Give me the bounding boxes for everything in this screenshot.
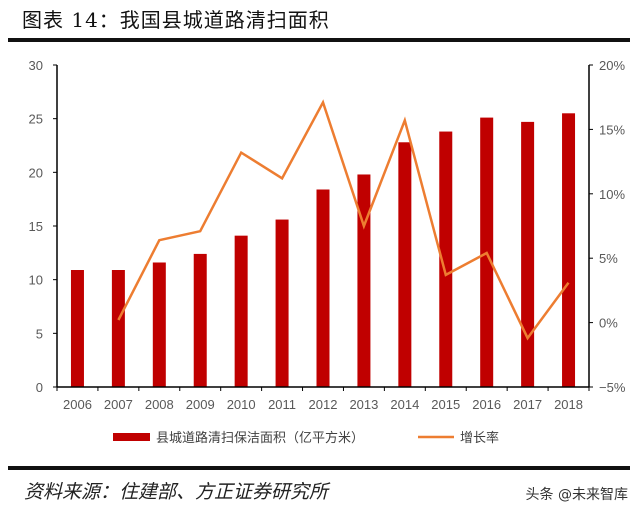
x-tick-label: 2009: [186, 397, 215, 412]
right-tick-label: 0%: [599, 316, 618, 331]
footer-divider: [8, 466, 630, 470]
bar-2010: [234, 235, 248, 387]
left-tick-label: 30: [29, 58, 43, 73]
bar-2008: [152, 262, 166, 387]
x-axis: 2006 2007 2008 2009 2010 2011 2012 2013 2014 2015…: [56, 386, 590, 412]
x-tick-label: 2008: [145, 397, 174, 412]
legend: 县城道路清扫保洁面积（亿平方米） 增长率: [113, 430, 499, 445]
left-tick-label: 10: [29, 273, 43, 288]
bar-2014: [398, 142, 412, 387]
bar-2011: [275, 219, 289, 387]
bar-2012: [316, 189, 330, 387]
title-divider: [8, 38, 630, 42]
right-tick-label: 10%: [599, 187, 625, 202]
x-tick-label: 2012: [309, 397, 338, 412]
x-tick-label: 2011: [268, 397, 296, 412]
x-tick-label: 2007: [104, 397, 133, 412]
growth-rate-line: [117, 99, 570, 341]
source-note: 资料来源：住建部、方正证券研究所: [24, 481, 329, 503]
chart-title: 图表 14：我国县城道路清扫面积: [22, 8, 330, 32]
bar-2015: [439, 131, 453, 387]
left-tick-label: 0: [36, 380, 43, 395]
x-tick-label: 2016: [472, 397, 501, 412]
right-tick-label: 5%: [599, 251, 618, 266]
growth-line-path: [117, 99, 570, 341]
right-y-axis: −5% 0% 5% 10% 15% 20%: [588, 58, 626, 395]
x-tick-label: 2010: [227, 397, 256, 412]
right-tick-label: 15%: [599, 122, 625, 137]
x-tick-label: 2013: [349, 397, 378, 412]
legend-bar-label: 县城道路清扫保洁面积（亿平方米）: [156, 430, 364, 445]
left-tick-label: 20: [29, 165, 43, 180]
bar-2006: [70, 270, 84, 387]
legend-line-label: 增长率: [460, 430, 499, 445]
bar-2017: [521, 121, 535, 388]
bar-2009: [193, 253, 207, 387]
bar-2013: [357, 174, 371, 387]
x-tick-label: 2014: [390, 397, 419, 412]
x-tick-label: 2017: [513, 397, 542, 412]
right-tick-label: 20%: [599, 58, 625, 73]
bar-2018: [562, 113, 576, 388]
legend-bar-swatch: [113, 433, 150, 441]
left-tick-label: 25: [29, 112, 43, 127]
bar-series: [70, 113, 576, 388]
x-tick-label: 2015: [431, 397, 460, 412]
left-tick-label: 15: [29, 219, 43, 234]
right-tick-label: −5%: [599, 380, 626, 395]
x-tick-label: 2006: [63, 397, 92, 412]
bar-2007: [111, 270, 125, 387]
watermark: 头条 @未来智库: [525, 487, 628, 503]
left-tick-label: 5: [36, 326, 43, 341]
left-y-axis: 0 5 10 15 20 25 30: [29, 58, 58, 395]
x-tick-label: 2018: [554, 397, 583, 412]
